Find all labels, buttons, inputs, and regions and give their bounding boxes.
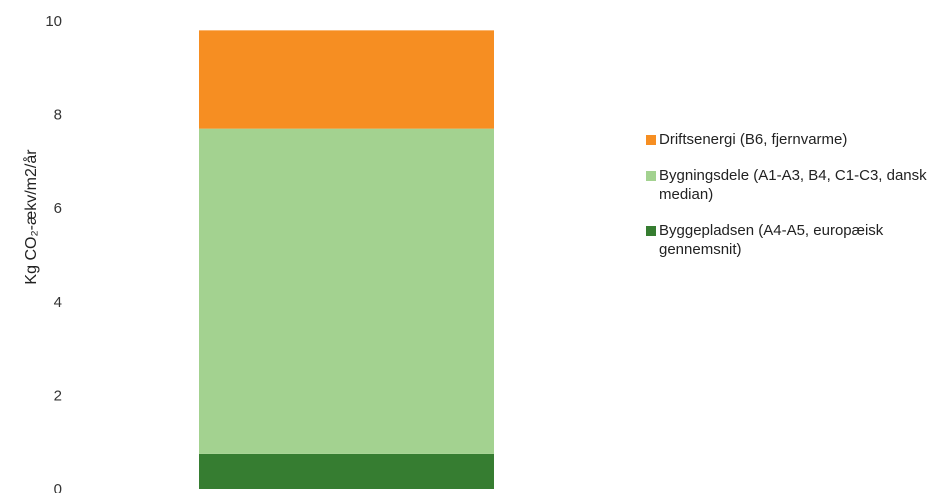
y-tick-label: 6: [54, 200, 62, 217]
y-tick-label: 2: [54, 387, 62, 404]
y-tick-label: 10: [45, 13, 62, 30]
legend-label: Bygningsdele (A1-A3, B4, C1-C3, dansk me…: [659, 167, 927, 203]
legend-item: Driftsenergi (B6, fjernvarme): [646, 130, 936, 149]
bar-segment-1: [199, 453, 494, 489]
y-tick-label: 0: [54, 481, 62, 493]
legend-label: Driftsenergi (B6, fjernvarme): [659, 131, 848, 148]
y-tick-label: 8: [54, 107, 62, 124]
legend-item: Bygningsdele (A1-A3, B4, C1-C3, dansk me…: [646, 166, 936, 204]
legend-swatch: [646, 171, 656, 181]
legend-item: Byggepladsen (A4-A5, europæisk gennemsni…: [646, 221, 936, 259]
bar-segment-2: [199, 128, 494, 454]
legend-label: Byggepladsen (A4-A5, europæisk gennemsni…: [659, 222, 884, 258]
legend: Driftsenergi (B6, fjernvarme) Bygningsdel…: [646, 130, 936, 276]
y-axis-ticks: 0 2 4 6 8 10: [45, 13, 62, 493]
bar-stack: [199, 30, 494, 489]
bar-segment-3: [199, 30, 494, 129]
y-tick-label: 4: [54, 294, 62, 311]
legend-swatch: [646, 135, 656, 145]
legend-swatch: [646, 226, 656, 236]
y-axis-label: Kg CO₂-ækv/m2/år: [22, 149, 40, 285]
